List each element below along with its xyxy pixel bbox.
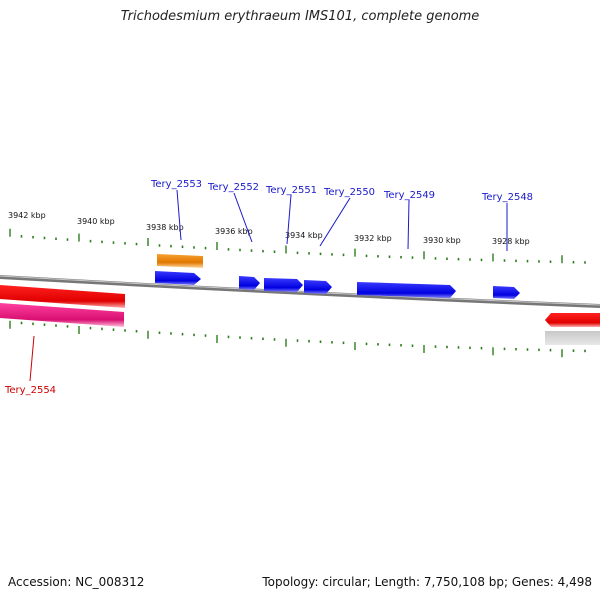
axis-label-3938: 3938 kbp bbox=[146, 223, 184, 232]
axis-label-3940: 3940 kbp bbox=[77, 217, 115, 226]
red-gene-feature-right[interactable] bbox=[545, 313, 600, 327]
genome-title: Trichodesmium erythraeum IMS101, complet… bbox=[120, 9, 480, 24]
gray-gene-feature-right[interactable] bbox=[545, 331, 600, 345]
genome-backbone bbox=[0, 275, 600, 308]
axis-label-3928: 3928 kbp bbox=[492, 237, 530, 246]
gene-labels: Tery_2553 Tery_2552 Tery_2551 Tery_2550 … bbox=[4, 179, 533, 396]
gene-feature-tery-2548[interactable] bbox=[493, 286, 520, 299]
lower-tick-row bbox=[9, 320, 586, 358]
gene-label-tery-2549[interactable]: Tery_2549 bbox=[383, 190, 435, 201]
gene-label-tery-2553[interactable]: Tery_2553 bbox=[150, 179, 202, 190]
pink-gene-feature[interactable] bbox=[0, 303, 124, 327]
axis-labels: 3942 kbp 3940 kbp 3938 kbp 3936 kbp 3934… bbox=[8, 211, 530, 246]
genome-summary-text: Topology: circular; Length: 7,750,108 bp… bbox=[262, 575, 592, 589]
axis-label-3936: 3936 kbp bbox=[215, 227, 253, 236]
axis-label-3942: 3942 kbp bbox=[8, 211, 46, 220]
label-leader-lines bbox=[29, 189, 508, 382]
gene-label-tery-2548[interactable]: Tery_2548 bbox=[481, 192, 533, 203]
gene-feature-tery-2549[interactable] bbox=[357, 282, 456, 298]
gene-feature-tery-2554[interactable] bbox=[0, 285, 125, 308]
gene-feature-tery-2553[interactable] bbox=[155, 271, 201, 285]
gene-label-tery-2554[interactable]: Tery_2554 bbox=[4, 385, 56, 396]
orange-gene-feature[interactable] bbox=[157, 254, 203, 268]
upper-tick-row bbox=[9, 228, 586, 264]
gene-feature-tery-2551[interactable] bbox=[264, 278, 303, 292]
gene-label-tery-2551[interactable]: Tery_2551 bbox=[265, 185, 317, 196]
accession-text: Accession: NC_008312 bbox=[8, 575, 145, 589]
axis-label-3930: 3930 kbp bbox=[423, 236, 461, 245]
axis-label-3932: 3932 kbp bbox=[354, 234, 392, 243]
axis-label-3934: 3934 kbp bbox=[285, 231, 323, 240]
gene-feature-tery-2552[interactable] bbox=[239, 276, 260, 290]
gene-feature-tery-2550[interactable] bbox=[304, 280, 332, 294]
gene-label-tery-2550[interactable]: Tery_2550 bbox=[323, 187, 375, 198]
gene-label-tery-2552[interactable]: Tery_2552 bbox=[207, 182, 259, 193]
